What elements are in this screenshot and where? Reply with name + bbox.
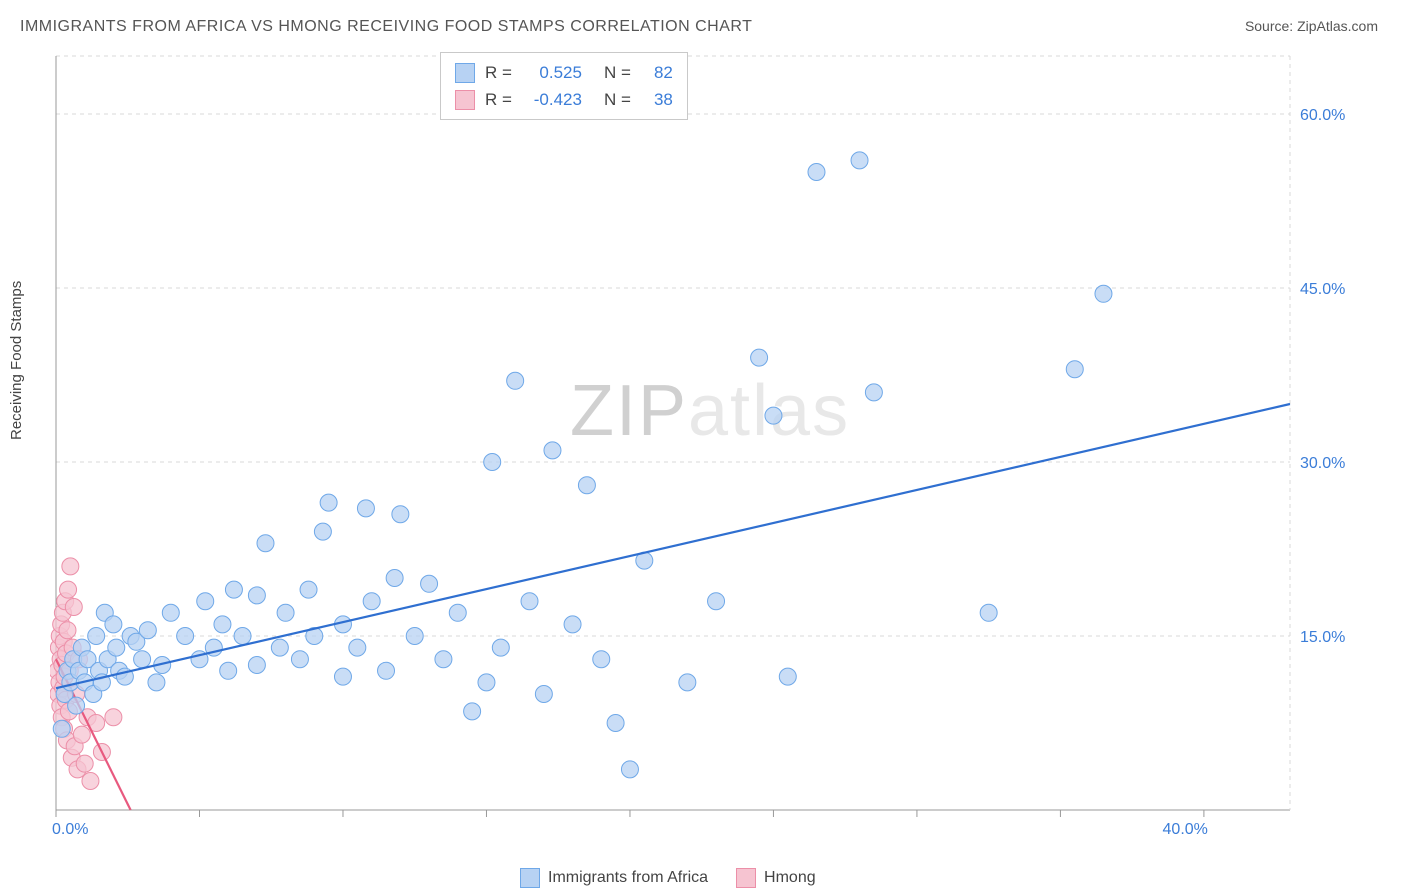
svg-text:60.0%: 60.0%: [1300, 107, 1345, 124]
swatch-africa: [455, 63, 475, 83]
source-label: Source:: [1245, 18, 1293, 34]
r-label-hmong: R =: [485, 86, 512, 113]
svg-text:0.0%: 0.0%: [52, 821, 88, 838]
stats-row-africa: R = 0.525 N = 82: [455, 59, 673, 86]
stats-legend: R = 0.525 N = 82 R = -0.423 N = 38: [440, 52, 688, 120]
r-value-hmong: -0.423: [522, 86, 582, 113]
r-label-africa: R =: [485, 59, 512, 86]
n-value-hmong: 38: [641, 86, 673, 113]
svg-text:45.0%: 45.0%: [1300, 281, 1345, 298]
svg-text:40.0%: 40.0%: [1163, 821, 1208, 838]
legend-swatch-hmong: [736, 868, 756, 888]
chart-title: IMMIGRANTS FROM AFRICA VS HMONG RECEIVIN…: [20, 18, 752, 36]
source-value: ZipAtlas.com: [1297, 18, 1378, 34]
stats-row-hmong: R = -0.423 N = 38: [455, 86, 673, 113]
y-axis-label: Receiving Food Stamps: [8, 281, 25, 440]
legend-bottom: Immigrants from Africa Hmong: [520, 868, 816, 888]
n-label-africa: N =: [604, 59, 631, 86]
n-value-africa: 82: [641, 59, 673, 86]
svg-text:15.0%: 15.0%: [1300, 629, 1345, 646]
svg-text:30.0%: 30.0%: [1300, 455, 1345, 472]
source-attribution: Source: ZipAtlas.com: [1245, 18, 1378, 34]
scatter-plot: 15.0% 30.0% 45.0% 60.0% 0.0% 40.0%: [50, 50, 1350, 840]
r-value-africa: 0.525: [522, 59, 582, 86]
legend-swatch-africa: [520, 868, 540, 888]
swatch-hmong: [455, 90, 475, 110]
legend-label-africa: Immigrants from Africa: [548, 869, 708, 887]
legend-item-hmong: Hmong: [736, 868, 816, 888]
legend-item-africa: Immigrants from Africa: [520, 868, 708, 888]
n-label-hmong: N =: [604, 86, 631, 113]
legend-label-hmong: Hmong: [764, 869, 816, 887]
